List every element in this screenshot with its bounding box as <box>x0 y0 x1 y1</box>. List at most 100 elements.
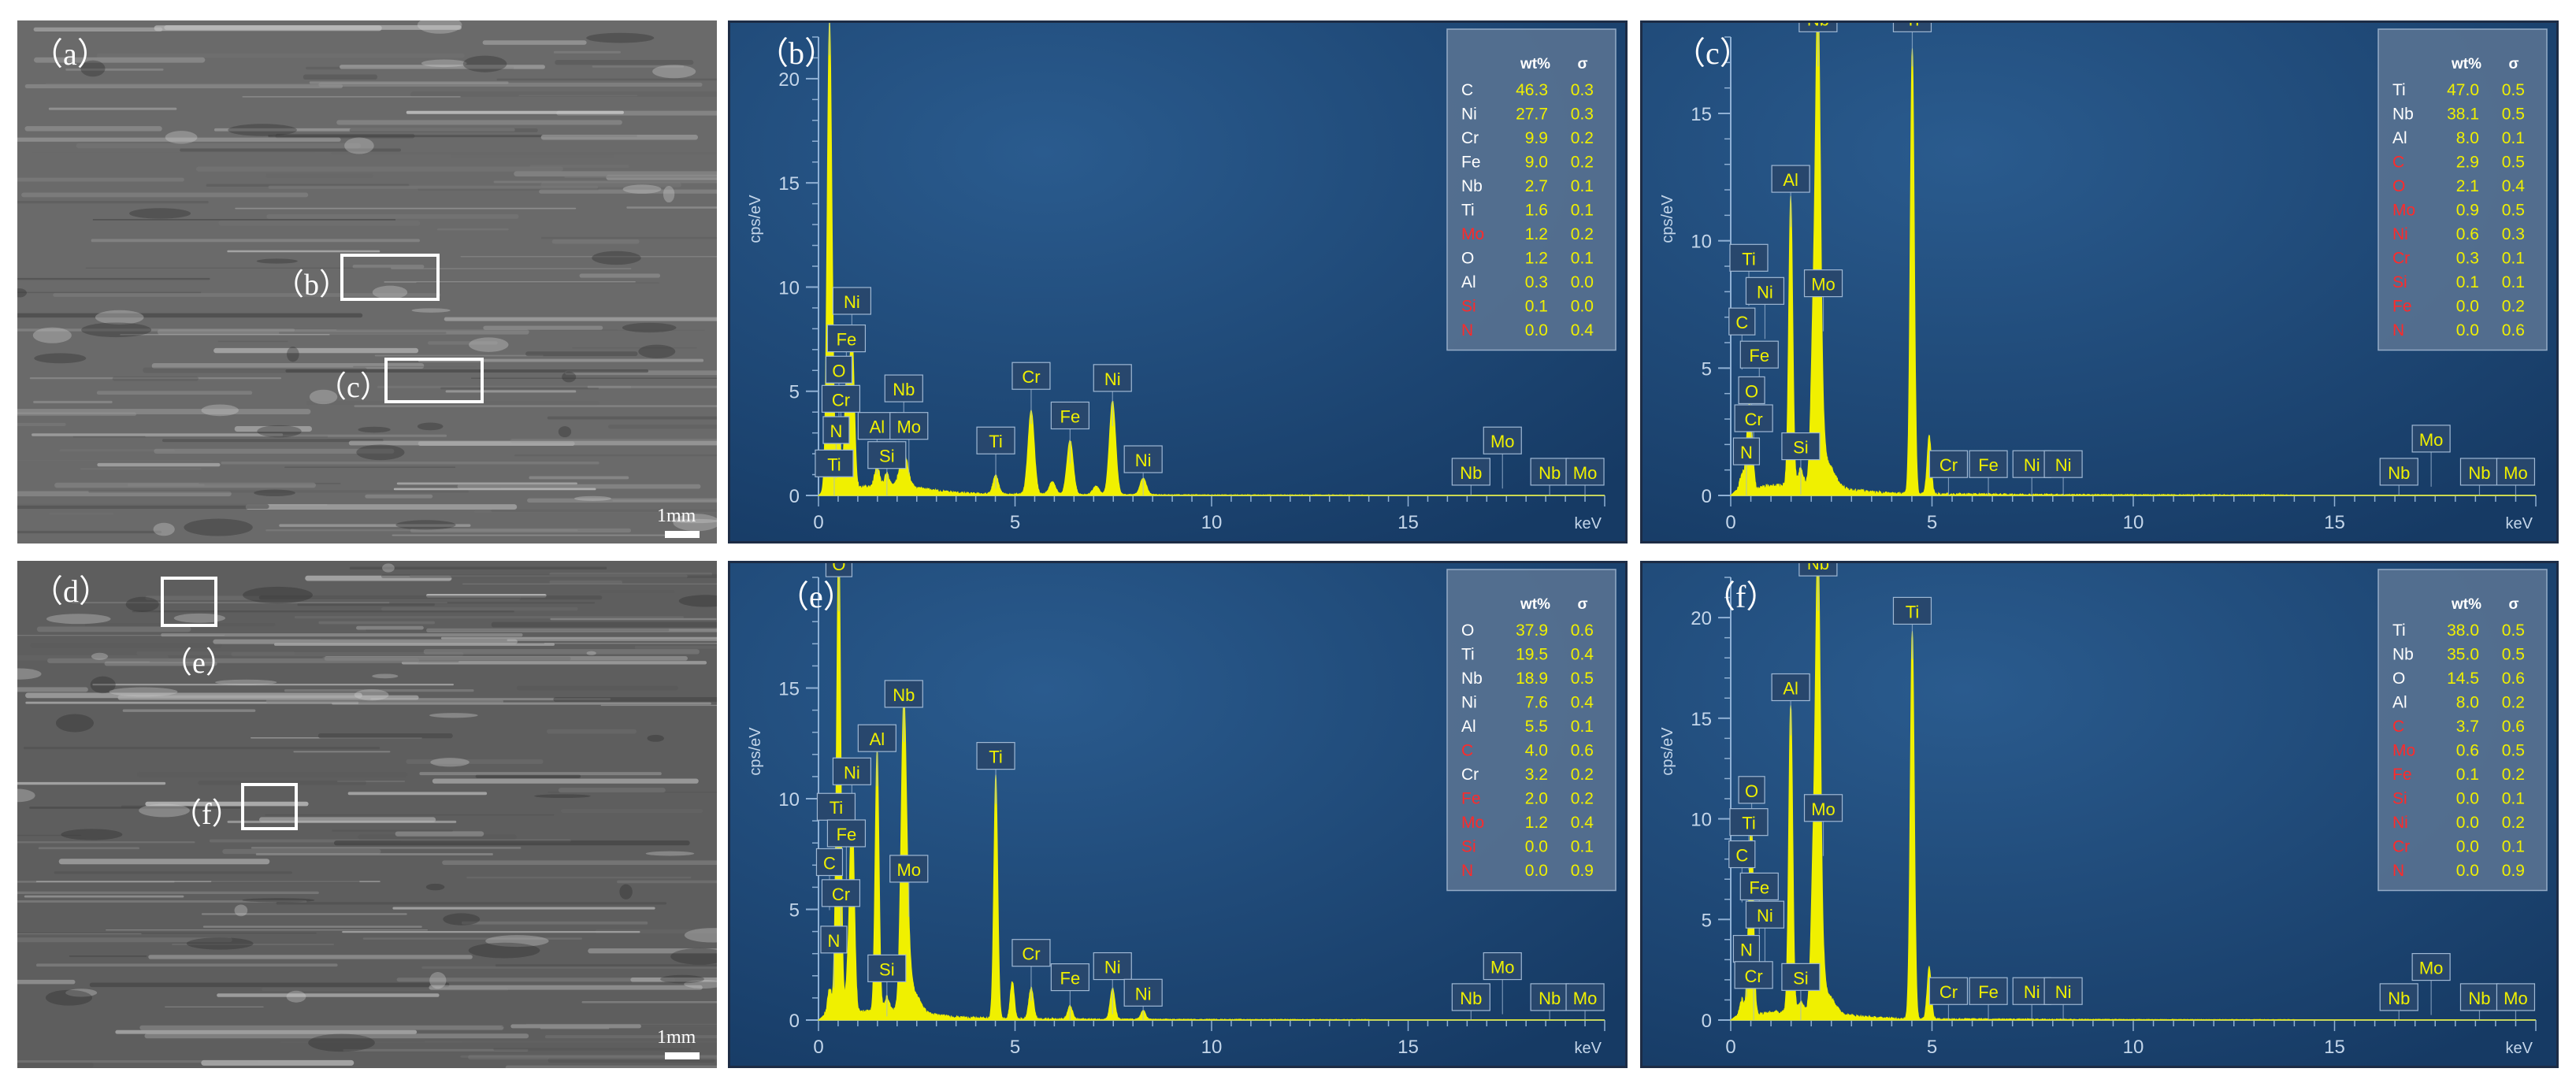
y-axis-label: cps/eV <box>1659 195 1676 243</box>
y-tick-label: 15 <box>1691 104 1712 125</box>
region-label-c: （c） <box>317 371 390 404</box>
svg-text:Ni: Ni <box>1135 451 1152 470</box>
y-tick-label: 0 <box>789 486 800 507</box>
peak-label: Si <box>867 954 907 1017</box>
table-row-sigma: 0.2 <box>1571 154 1594 172</box>
svg-text:N: N <box>830 421 843 441</box>
svg-text:Fe: Fe <box>1749 877 1769 897</box>
svg-text:Mo: Mo <box>1811 799 1835 819</box>
svg-text:Cr: Cr <box>1939 982 1958 1002</box>
table-row-sigma: 0.9 <box>1571 862 1594 880</box>
table-row-element: Cr <box>2392 838 2410 856</box>
peak-label: Nb <box>1530 458 1569 495</box>
table-row-sigma: 0.1 <box>1571 177 1594 195</box>
table-row-wt: 2.0 <box>1525 790 1548 808</box>
table-row-element: Al <box>1461 718 1476 736</box>
peak-label: Ni <box>1745 276 1785 339</box>
table-row-sigma: 0.1 <box>2502 273 2525 291</box>
svg-text:Nb: Nb <box>1460 463 1482 483</box>
svg-text:Al: Al <box>1783 170 1798 190</box>
table-row-element: Al <box>2392 129 2407 147</box>
peak-label: Ti <box>1892 23 1932 67</box>
table-row-wt: 47.0 <box>2447 81 2479 99</box>
y-tick-label: 15 <box>778 173 800 195</box>
peak-label: Nb <box>884 374 923 437</box>
table-row-wt: 9.9 <box>1525 129 1548 147</box>
table-row-element: O <box>2392 177 2405 195</box>
y-tick-label: 15 <box>778 679 800 700</box>
table-row-element: Ti <box>1461 646 1475 664</box>
table-row-sigma: 0.6 <box>2502 321 2525 339</box>
table-row-wt: 18.9 <box>1516 670 1548 688</box>
table-row-element: O <box>1461 250 1474 268</box>
table-row-wt: 0.0 <box>1525 862 1548 880</box>
region-box-b <box>340 254 440 301</box>
table-row-wt: 7.6 <box>1525 694 1548 712</box>
peak-label: Mo <box>1565 458 1605 495</box>
x-tick-label: 10 <box>1201 1037 1223 1058</box>
svg-text:Cr: Cr <box>832 390 850 410</box>
table-row-element: C <box>1461 742 1473 760</box>
svg-text:Ti: Ti <box>989 748 1003 767</box>
x-tick-label: 15 <box>1397 1037 1419 1058</box>
table-row-element: Ni <box>2392 814 2408 832</box>
peak-label: Fe <box>1739 340 1779 403</box>
table-header-wt: wt% <box>2451 56 2481 72</box>
table-header-sigma: σ <box>1578 56 1588 72</box>
svg-text:Cr: Cr <box>1745 410 1763 429</box>
table-row-wt: 0.0 <box>2456 298 2479 316</box>
svg-text:Si: Si <box>879 447 895 466</box>
svg-text:Mo: Mo <box>1811 275 1835 295</box>
svg-text:Ni: Ni <box>2055 455 2072 475</box>
table-row-sigma: 0.5 <box>2502 81 2525 99</box>
svg-text:N: N <box>1740 443 1753 462</box>
y-tick-label: 0 <box>1702 1011 1712 1032</box>
svg-text:O: O <box>832 563 845 574</box>
table-row-sigma: 0.5 <box>2502 202 2525 220</box>
table-row-element: Ni <box>1461 106 1477 124</box>
table-row-sigma: 0.4 <box>1571 814 1594 832</box>
eds-panel-e: 0 5 10 15 0 5 10 15 keV cps/eV O Nb Ti Al Ni Ti Fe C Cr N Mo… <box>728 561 1628 1068</box>
region-box-f <box>241 783 298 830</box>
table-row-wt: 38.1 <box>2447 106 2479 124</box>
table-row-sigma: 0.2 <box>1571 225 1594 243</box>
svg-text:Mo: Mo <box>896 860 921 880</box>
svg-text:Ni: Ni <box>1104 369 1121 389</box>
table-row-wt: 1.2 <box>1525 814 1548 832</box>
x-axis-label: keV <box>2506 1040 2533 1057</box>
peak-label: C <box>815 848 844 911</box>
peak-label: Ni <box>832 287 872 349</box>
table-row-element: Mo <box>1461 814 1484 832</box>
eds-panel-f: 0 5 10 15 20 0 5 10 15 keV cps/eV Nb Ti Al O Ti C Mo Fe Ni N… <box>1640 561 2559 1068</box>
svg-text:Fe: Fe <box>1749 346 1769 365</box>
peak-label: Cr <box>1734 404 1773 466</box>
peak-label: O <box>825 563 853 612</box>
y-tick-label: 10 <box>778 277 800 299</box>
svg-text:Ti: Ti <box>827 454 841 474</box>
peak-label: N <box>822 416 850 478</box>
y-tick-label: 20 <box>778 69 800 91</box>
table-row-wt: 0.0 <box>2456 321 2479 339</box>
table-row-sigma: 0.4 <box>2502 177 2526 195</box>
y-tick-label: 15 <box>1691 709 1712 730</box>
table-row-wt: 0.6 <box>2456 225 2479 243</box>
peak-label: Mo <box>2411 952 2451 1015</box>
x-tick-label: 15 <box>1397 512 1419 533</box>
peak-label: Si <box>1781 432 1821 495</box>
table-row-sigma: 0.4 <box>1571 646 1594 664</box>
svg-text:Nb: Nb <box>1807 23 1829 29</box>
table-row-sigma: 0.6 <box>1571 621 1594 640</box>
table-row-wt: 37.9 <box>1516 621 1548 640</box>
peak-label: Cr <box>1734 961 1773 1020</box>
svg-text:Al: Al <box>870 417 885 437</box>
table-row-sigma: 0.0 <box>1571 298 1594 316</box>
peak-label: Ni <box>1093 364 1132 426</box>
peak-label: O <box>825 355 853 418</box>
peak-label: C <box>1728 840 1756 903</box>
table-row-element: Ti <box>1461 202 1475 220</box>
svg-text:Fe: Fe <box>1978 455 1999 475</box>
svg-text:Si: Si <box>1793 438 1809 458</box>
svg-text:Cr: Cr <box>1022 944 1040 964</box>
panel-label-e: （e） <box>778 579 855 614</box>
table-row-wt: 1.6 <box>1525 202 1548 220</box>
